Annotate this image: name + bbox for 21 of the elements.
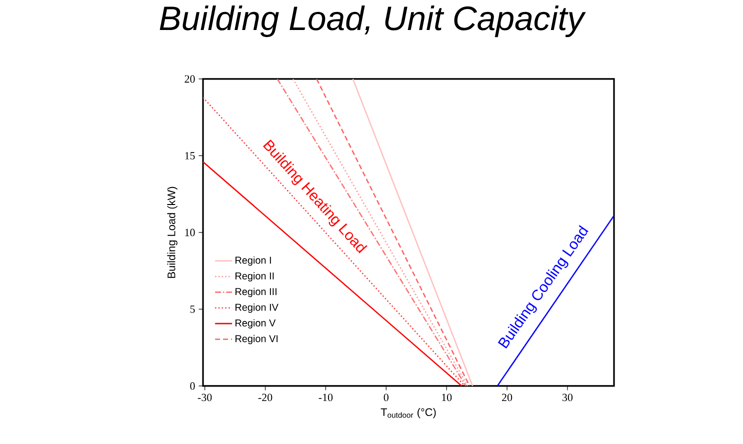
x-tick-label: 10 [442,394,452,402]
legend-label: Region IV [236,304,278,313]
x-tick-label: 20 [502,394,512,402]
legend-label: Region III [236,288,276,298]
legend-label: Region V [236,319,276,328]
x-axis-title: T$_{outdoor}$ (°C) [380,408,436,418]
y-tick-label: 0 [190,382,195,390]
x-tick-label: 30 [562,394,573,402]
y-tick-label: 15 [185,152,195,160]
legend-label: Region II [236,272,274,282]
chart-title: Building Load, Unit Capacity [160,6,586,38]
x-tick-label: -10 [318,394,333,402]
y-axis-title: Building Load (kW) [167,186,178,278]
legend-label: Region I [236,256,271,266]
x-tick-label: 0 [384,394,388,402]
legend-label: Region VI [236,334,278,344]
x-tick-label: -20 [258,394,272,402]
x-tick-label: -30 [198,394,212,402]
y-tick-label: 5 [190,306,195,313]
y-tick-label: 10 [185,228,195,236]
y-tick-label: 20 [184,75,195,83]
